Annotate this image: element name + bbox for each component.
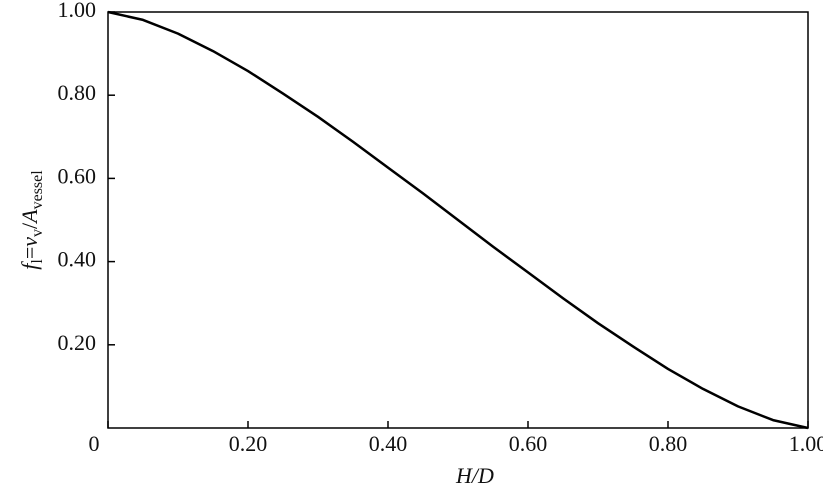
y-axis-label-part: v (29, 229, 46, 237)
y-axis-label-part: = (17, 247, 42, 259)
y-axis-label: fl=vv/Avessel (17, 170, 46, 270)
y-axis-label-part: f (17, 261, 42, 270)
y-axis-label-part: l (29, 259, 46, 264)
x-tick-label: 0.40 (369, 431, 408, 456)
x-tick-label: 0 (89, 431, 100, 456)
y-tick-label: 0.60 (58, 163, 97, 188)
y-axis-label-part: vessel (29, 170, 46, 210)
y-tick-label: 1.00 (58, 0, 97, 22)
y-tick-label: 0.80 (58, 80, 97, 105)
y-tick-label: 0.20 (58, 330, 97, 355)
plot-frame (107, 11, 809, 429)
y-axis-label-part: A (17, 209, 42, 225)
x-tick-label: 0.60 (509, 431, 548, 456)
y-axis-label-part: / (17, 222, 42, 229)
line (107, 10, 809, 430)
x-tick-label: 0.20 (229, 431, 268, 456)
x-tick-label: 1.00 (789, 431, 823, 456)
x-tick-label: 0.80 (649, 431, 688, 456)
y-axis-label-part: v (17, 237, 42, 247)
x-axis-label: H/D (455, 463, 494, 488)
y-tick-label: 0.40 (58, 247, 97, 272)
